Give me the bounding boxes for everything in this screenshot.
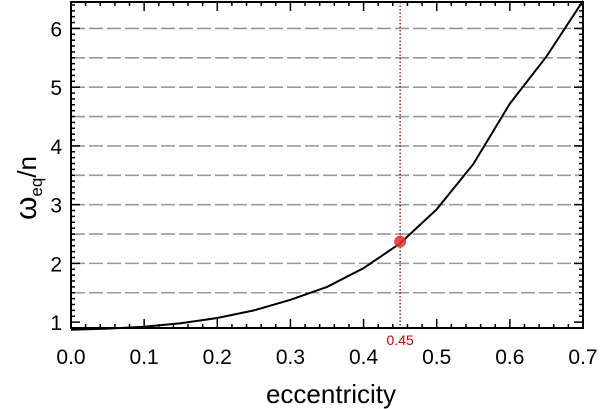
- y-tick-label: 5: [50, 77, 62, 100]
- marker-point: [394, 235, 407, 248]
- y-tick-labels: 1 2 3 4 5 6: [50, 18, 62, 335]
- y-axis-label-sub: eq: [27, 178, 46, 197]
- x-tick-label: 0.4: [349, 346, 379, 369]
- y-tick-label: 2: [50, 253, 62, 276]
- y-axis-label-tail: /n: [12, 156, 42, 178]
- plot-frame: [70, 1, 584, 329]
- ticks-layer: [70, 2, 584, 328]
- x-tick-label: 0.0: [56, 346, 85, 369]
- curve-layer: [70, 0, 584, 331]
- y-tick-label: 3: [50, 195, 62, 218]
- reference-lines: [71, 27, 583, 294]
- y-axis-label-main: ω: [10, 197, 43, 220]
- x-tick-label: 0.2: [203, 346, 232, 369]
- x-axis-label: eccentricity: [266, 379, 396, 409]
- x-tick-label: 0.7: [568, 346, 597, 369]
- x-tick-label: 0.3: [276, 346, 305, 369]
- y-tick-label: 6: [50, 18, 62, 41]
- marker-layer: 0.45: [387, 2, 414, 348]
- y-tick-label: 1: [50, 312, 62, 335]
- x-tick-label: 0.5: [422, 346, 451, 369]
- x-tick-labels: 0.0 0.1 0.2 0.3 0.4 0.5 0.6 0.7: [56, 346, 597, 369]
- x-tick-label: 0.1: [130, 346, 159, 369]
- data-curve: [70, 0, 584, 331]
- y-tick-label: 4: [50, 136, 62, 159]
- y-axis-label: ωeq/n: [10, 156, 46, 220]
- x-tick-label: 0.6: [495, 346, 524, 369]
- marker-label: 0.45: [387, 332, 414, 348]
